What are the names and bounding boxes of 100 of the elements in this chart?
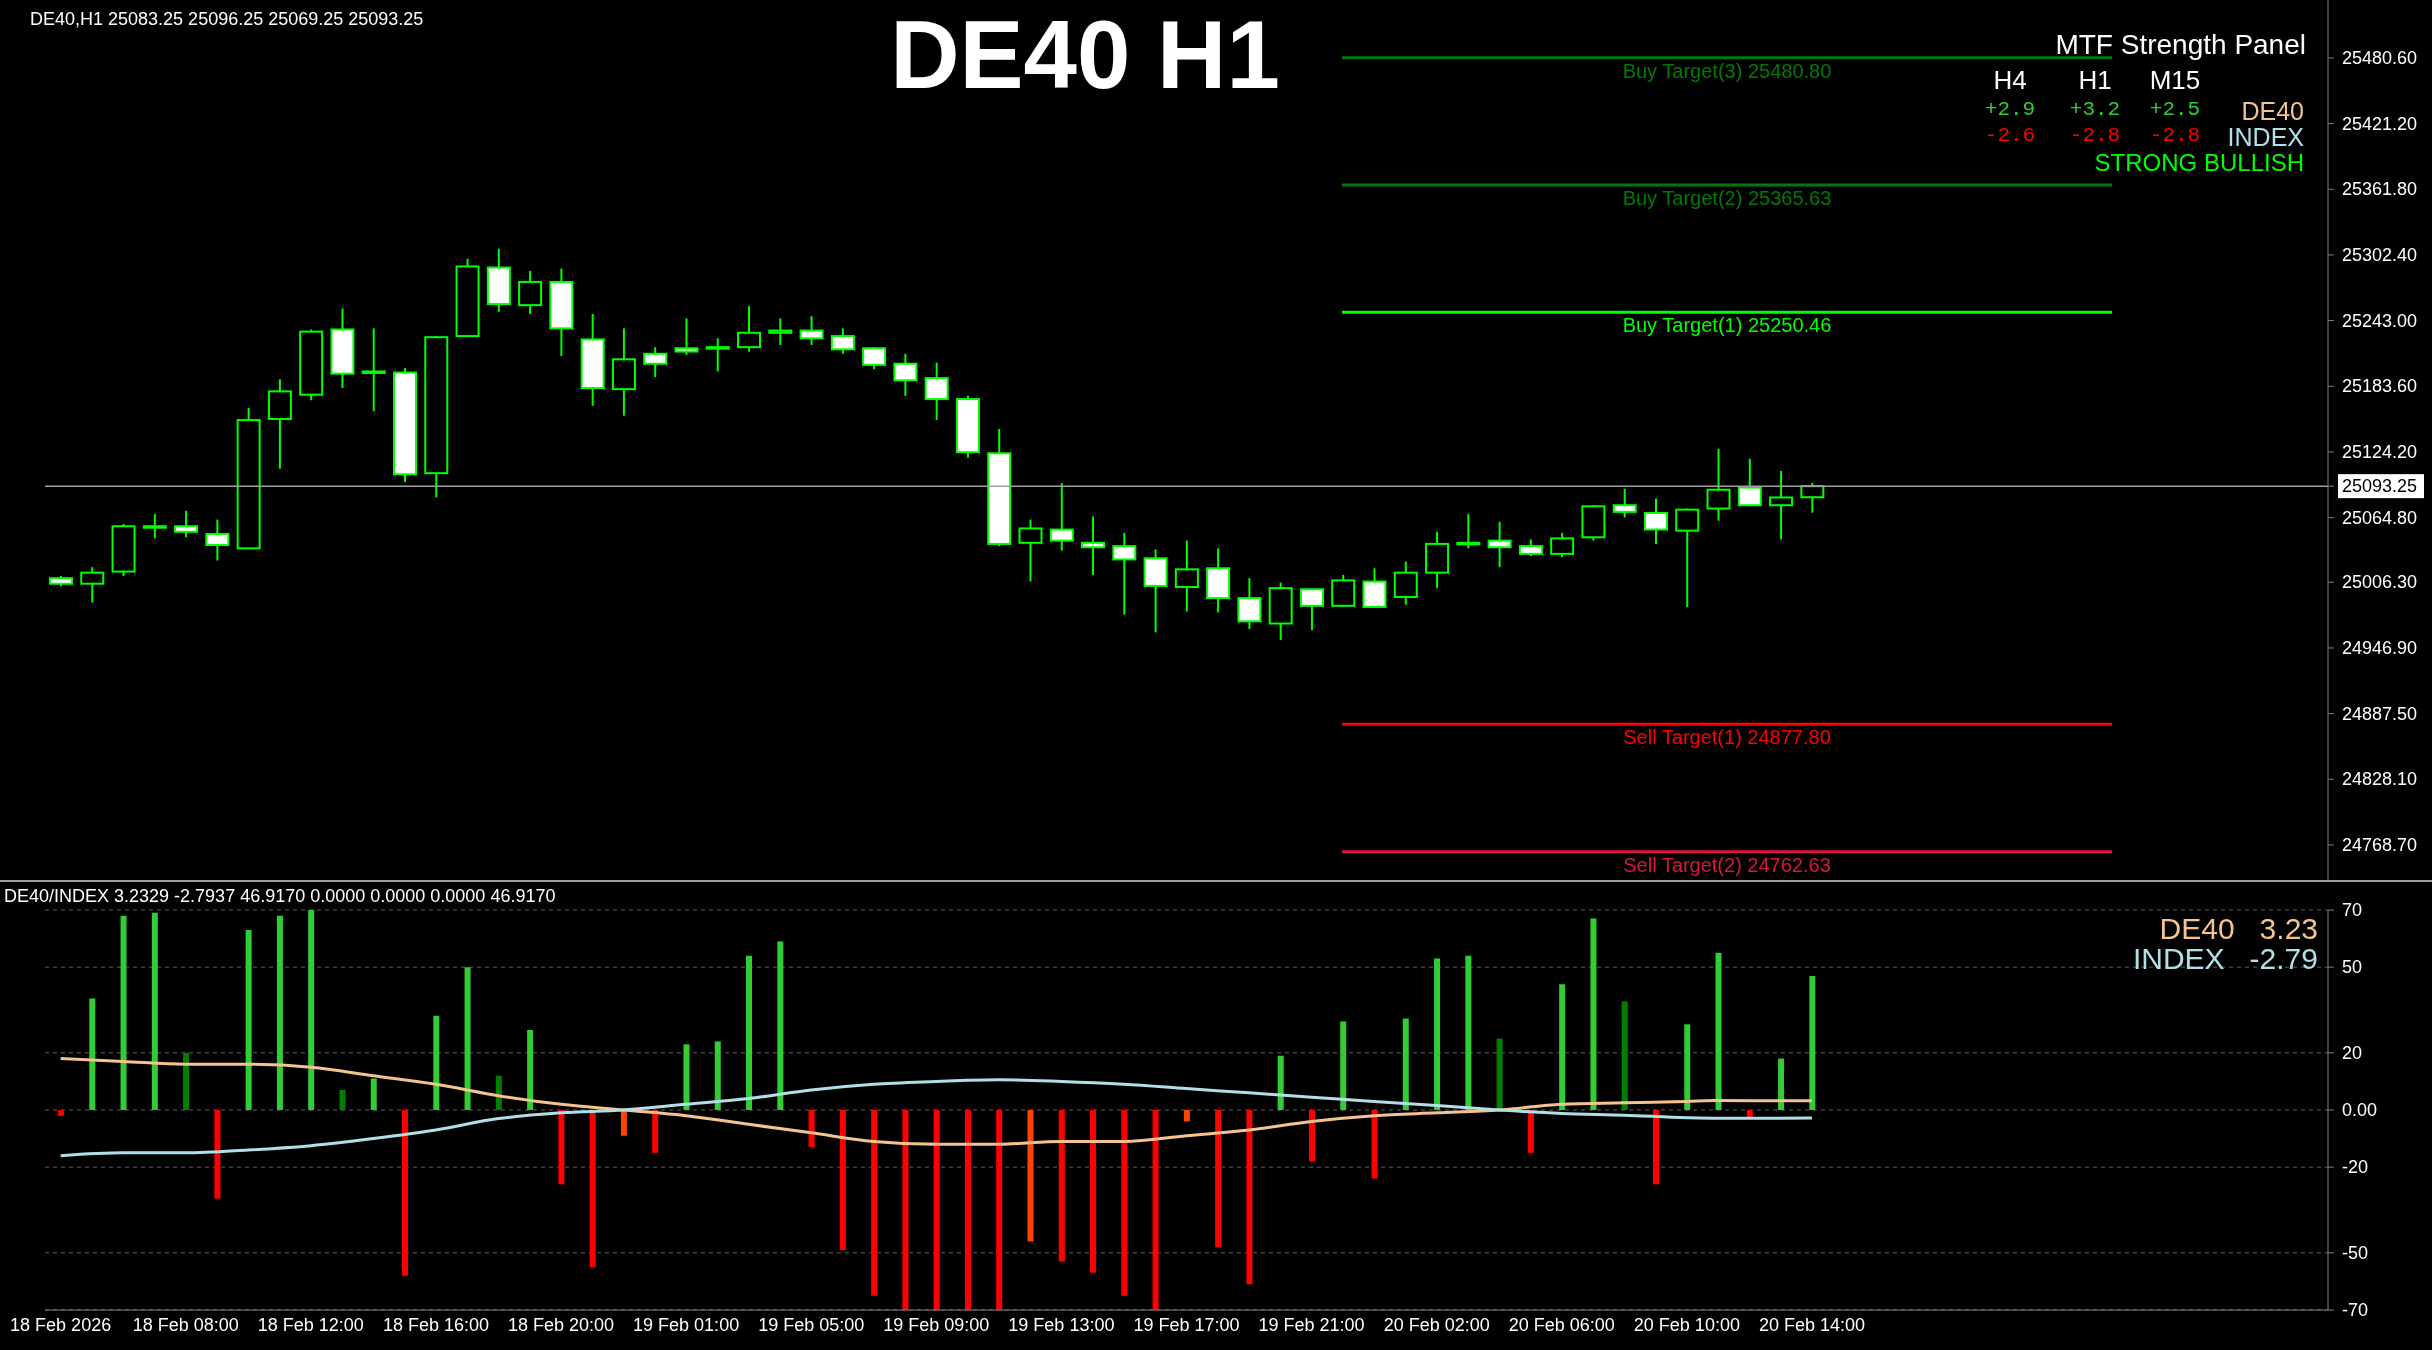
candlestick	[737, 305, 762, 353]
bar	[1121, 1110, 1128, 1296]
candlestick	[893, 352, 918, 397]
x-tick-label: 19 Feb 09:00	[883, 1314, 990, 1335]
bar	[183, 1052, 190, 1110]
bar	[746, 955, 753, 1110]
candlestick	[1174, 539, 1199, 613]
candlestick	[862, 346, 887, 371]
annotation: -2.8	[2069, 124, 2121, 148]
candlestick	[80, 566, 105, 604]
candlestick	[1456, 513, 1481, 550]
bar	[964, 1110, 971, 1310]
candlestick	[705, 337, 730, 373]
bar	[589, 1110, 596, 1268]
bar	[527, 1030, 534, 1110]
x-tick-label: 19 Feb 17:00	[1133, 1314, 1240, 1335]
y-tick-label: 25480.60	[2342, 47, 2418, 68]
candlestick	[924, 361, 949, 422]
candlestick	[1487, 520, 1512, 569]
ref-line-label: Buy Target(1) 25250.46	[1622, 314, 1832, 337]
annotation: -2.8	[2149, 124, 2201, 148]
candlestick	[674, 317, 699, 356]
text: INDEX -2.79	[2132, 942, 2318, 975]
candlestick	[1643, 497, 1668, 545]
candlestick	[1550, 531, 1575, 559]
y-tick-label: -50	[2342, 1242, 2369, 1263]
y-tick-label: -70	[2342, 1300, 2369, 1320]
annotation: +2.5	[2149, 98, 2201, 122]
y-tick-label: 25124.20	[2342, 441, 2418, 462]
y-tick-label: 70	[2342, 900, 2363, 920]
candlestick	[768, 317, 793, 346]
y-tick-label: 25064.80	[2342, 507, 2418, 528]
bar	[1715, 952, 1722, 1110]
y-tick-label: 24946.90	[2342, 637, 2418, 658]
candlestick	[1299, 587, 1324, 632]
y-tick-label: 25243.00	[2342, 310, 2418, 331]
annotation: +3.2	[2069, 98, 2121, 122]
text: DE40/INDEX 3.2329 -2.7937 46.9170 0.0000 0.0000 0.0000 46.9170	[4, 886, 556, 907]
x-tick-label: 19 Feb 05:00	[758, 1314, 865, 1335]
candlestick	[518, 269, 543, 315]
bar	[1277, 1055, 1284, 1110]
bar	[433, 1015, 440, 1110]
annotation: H1	[2078, 65, 2112, 95]
y-tick-label: -20	[2342, 1157, 2369, 1178]
y-tick-label: 25183.60	[2342, 376, 2418, 397]
y-tick-label: 24768.70	[2342, 834, 2418, 855]
bar	[1308, 1110, 1315, 1162]
annotation: MTF Strength Panel	[2055, 29, 2306, 61]
candlestick	[799, 315, 824, 346]
bar	[120, 915, 127, 1110]
candlestick	[1237, 577, 1262, 631]
bar	[308, 910, 315, 1110]
x-tick-label: 19 Feb 01:00	[633, 1314, 740, 1335]
bar	[1058, 1110, 1065, 1262]
bar	[1527, 1110, 1534, 1153]
ref-line-label: Sell Target(1) 24877.80	[1623, 726, 1831, 749]
bar	[1340, 1021, 1347, 1110]
y-tick-label: 24887.50	[2342, 703, 2418, 724]
bar	[1496, 1038, 1503, 1110]
x-tick-label: 18 Feb 08:00	[132, 1314, 239, 1335]
bar	[1590, 918, 1597, 1110]
candlestick	[1706, 447, 1731, 522]
y-tick-label: 20	[2342, 1042, 2363, 1063]
bar	[620, 1110, 627, 1136]
bar	[245, 930, 252, 1110]
x-tick-label: 18 Feb 12:00	[257, 1314, 364, 1335]
x-tick-label: 18 Feb 2026	[10, 1314, 112, 1335]
ref-line-label: Buy Target(3) 25480.80	[1622, 59, 1832, 82]
bar	[1152, 1110, 1159, 1310]
bar	[1434, 958, 1441, 1110]
candlestick	[1018, 518, 1043, 583]
candlestick	[1612, 487, 1637, 519]
bar	[495, 1075, 502, 1110]
y-tick-label: 25006.30	[2342, 572, 2418, 593]
bar	[683, 1044, 690, 1110]
ref-line-label: Buy Target(2) 25365.63	[1622, 187, 1832, 210]
bar	[89, 998, 96, 1110]
candlestick	[1049, 482, 1074, 552]
bar	[1183, 1110, 1190, 1122]
bar	[714, 1041, 721, 1110]
x-tick-label: 18 Feb 20:00	[507, 1314, 615, 1335]
bar	[871, 1110, 878, 1296]
text: DE40 3.23	[2159, 912, 2318, 945]
bar	[339, 1090, 346, 1110]
bar	[839, 1110, 846, 1250]
bar	[996, 1110, 1003, 1310]
bar	[1621, 1001, 1628, 1110]
y-tick-label: 24828.10	[2342, 769, 2418, 790]
candlestick	[1737, 457, 1762, 508]
annotation: M15	[2149, 65, 2201, 95]
bar	[1465, 955, 1472, 1110]
bar	[1246, 1110, 1253, 1285]
x-tick-label: 18 Feb 16:00	[382, 1314, 489, 1335]
x-tick-label: 20 Feb 10:00	[1633, 1314, 1740, 1335]
line-series	[59, 1057, 1814, 1146]
candlestick	[1675, 507, 1700, 608]
x-tick-label: 20 Feb 14:00	[1758, 1314, 1866, 1335]
y-tick-label: 25421.20	[2342, 113, 2418, 134]
y-tick-label: 25302.40	[2342, 244, 2418, 265]
x-tick-label: 19 Feb 13:00	[1008, 1314, 1115, 1335]
